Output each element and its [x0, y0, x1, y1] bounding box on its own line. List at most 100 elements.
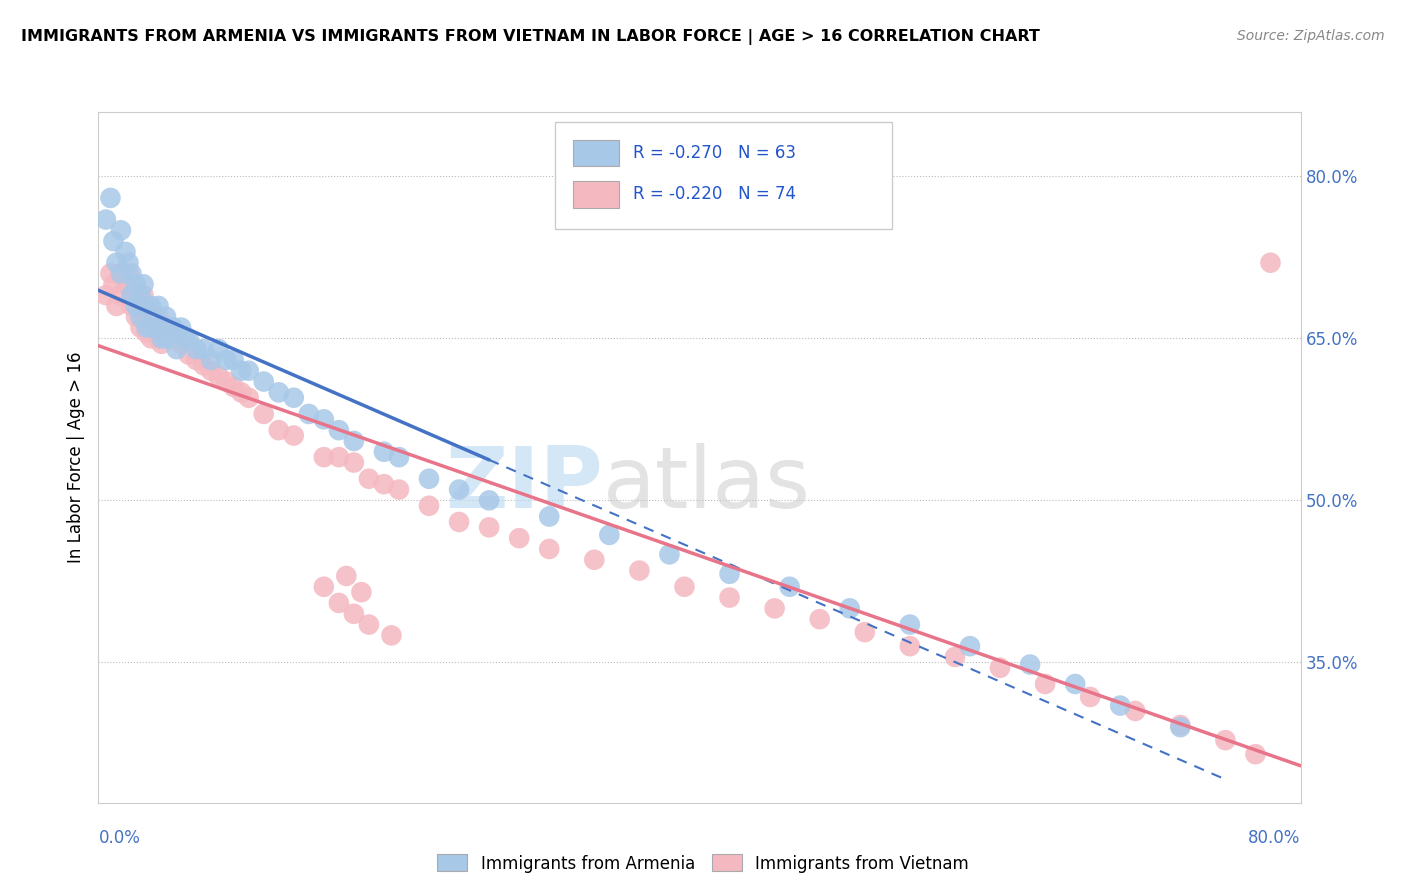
Point: [193, 359, 215, 373]
Point: [145, 310, 167, 324]
Point: [132, 288, 155, 302]
Point: [231, 385, 253, 400]
Point: [215, 375, 238, 389]
Point: [583, 553, 606, 567]
Point: [155, 310, 177, 324]
Point: [357, 472, 380, 486]
Point: [208, 369, 231, 384]
Point: [538, 541, 561, 556]
Text: IMMIGRANTS FROM ARMENIA VS IMMIGRANTS FROM VIETNAM IN LABOR FORCE | AGE > 16 COR: IMMIGRANTS FROM ARMENIA VS IMMIGRANTS FR…: [21, 29, 1040, 45]
Point: [222, 380, 245, 394]
Text: R = -0.270   N = 63: R = -0.270 N = 63: [633, 144, 796, 162]
Point: [388, 450, 411, 464]
Point: [121, 288, 143, 302]
Point: [1064, 677, 1087, 691]
Point: [114, 277, 136, 292]
Point: [103, 277, 125, 292]
Point: [121, 299, 143, 313]
Point: [335, 569, 357, 583]
Point: [125, 288, 148, 302]
Point: [125, 299, 148, 313]
Point: [155, 320, 177, 334]
Point: [508, 531, 530, 545]
Point: [898, 617, 921, 632]
Point: [132, 310, 155, 324]
Point: [110, 288, 132, 302]
Point: [763, 601, 786, 615]
Point: [193, 342, 215, 356]
Point: [253, 407, 276, 421]
Point: [170, 336, 193, 351]
Point: [200, 364, 222, 378]
Point: [114, 244, 136, 259]
Point: [200, 353, 222, 368]
Point: [1260, 256, 1282, 270]
Point: [1123, 704, 1146, 718]
Y-axis label: In Labor Force | Age > 16: In Labor Force | Age > 16: [66, 351, 84, 563]
Point: [184, 342, 207, 356]
Point: [148, 320, 170, 334]
Text: atlas: atlas: [603, 443, 811, 526]
Point: [139, 310, 162, 324]
Point: [121, 277, 143, 292]
Text: R = -0.220   N = 74: R = -0.220 N = 74: [633, 186, 796, 203]
Legend: Immigrants from Armenia, Immigrants from Vietnam: Immigrants from Armenia, Immigrants from…: [430, 847, 976, 880]
Point: [718, 566, 741, 581]
Point: [943, 650, 966, 665]
Point: [129, 320, 152, 334]
Point: [121, 267, 143, 281]
Point: [1244, 747, 1267, 762]
Point: [598, 528, 620, 542]
Point: [125, 277, 148, 292]
Point: [673, 580, 696, 594]
Point: [166, 342, 188, 356]
Point: [283, 391, 305, 405]
Point: [343, 456, 366, 470]
Point: [170, 320, 193, 334]
Point: [177, 347, 200, 361]
Point: [238, 391, 260, 405]
Point: [418, 472, 440, 486]
Point: [150, 336, 173, 351]
Point: [373, 444, 395, 458]
Point: [1170, 720, 1192, 734]
Point: [853, 625, 876, 640]
Point: [174, 331, 197, 345]
Text: 80.0%: 80.0%: [1249, 829, 1301, 847]
Point: [132, 299, 155, 313]
Point: [779, 580, 801, 594]
Point: [125, 310, 148, 324]
Point: [238, 364, 260, 378]
Point: [117, 256, 139, 270]
Point: [150, 331, 173, 345]
Point: [110, 223, 132, 237]
Point: [117, 267, 139, 281]
Point: [312, 580, 335, 594]
Point: [1078, 690, 1101, 704]
Point: [103, 234, 125, 248]
Point: [343, 434, 366, 448]
Point: [184, 353, 207, 368]
Point: [988, 661, 1011, 675]
Point: [1170, 718, 1192, 732]
Point: [159, 320, 181, 334]
Point: [135, 326, 157, 340]
Point: [312, 412, 335, 426]
Point: [139, 331, 162, 345]
Point: [129, 299, 152, 313]
Point: [418, 499, 440, 513]
Text: ZIP: ZIP: [446, 443, 603, 526]
Point: [267, 385, 290, 400]
Text: 0.0%: 0.0%: [98, 829, 141, 847]
Point: [162, 320, 184, 334]
Point: [100, 191, 122, 205]
Point: [283, 428, 305, 442]
Point: [110, 267, 132, 281]
Point: [129, 288, 152, 302]
Point: [100, 267, 122, 281]
Point: [94, 288, 117, 302]
Point: [838, 601, 860, 615]
Point: [959, 639, 981, 653]
Point: [105, 299, 128, 313]
Point: [253, 375, 276, 389]
